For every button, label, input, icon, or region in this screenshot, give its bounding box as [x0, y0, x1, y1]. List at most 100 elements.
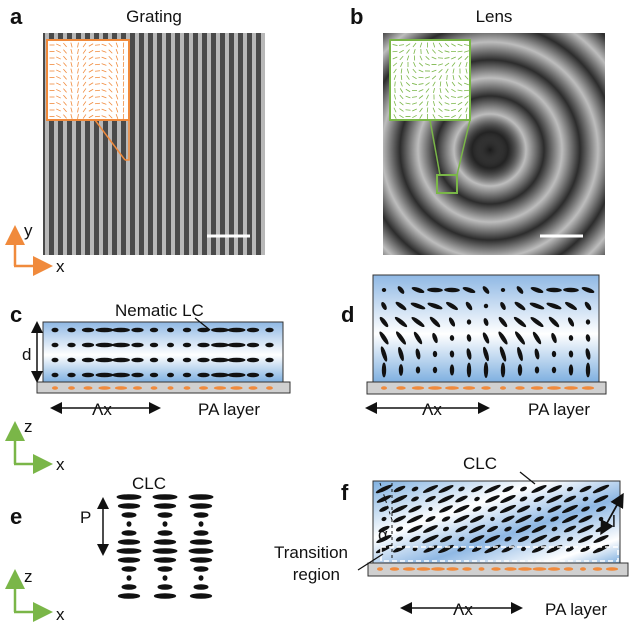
molecule: [533, 567, 547, 571]
molecule: [150, 328, 158, 333]
molecule: [82, 373, 94, 378]
annotation: Λx: [453, 600, 473, 619]
panel-title: Lens: [476, 7, 513, 26]
panel-title: Grating: [126, 7, 182, 26]
molecule: [52, 343, 59, 348]
molecule: [248, 386, 257, 390]
molecule: [194, 530, 209, 536]
molecule: [96, 373, 114, 378]
molecule: [67, 358, 75, 363]
annotation: CLC: [463, 454, 497, 473]
axis-label: x: [56, 455, 65, 474]
molecule: [552, 367, 556, 373]
molecule: [199, 575, 204, 581]
molecule: [501, 363, 505, 378]
molecule: [500, 386, 506, 390]
molecule: [96, 343, 114, 348]
molecule: [154, 557, 176, 563]
molecule: [228, 328, 246, 333]
molecule: [117, 548, 142, 554]
molecule: [168, 386, 174, 390]
molecule: [158, 584, 173, 590]
molecule: [133, 386, 142, 390]
molecule: [433, 367, 437, 373]
molecule: [247, 373, 259, 378]
molecule: [122, 530, 137, 536]
molecule: [382, 288, 386, 292]
molecule: [197, 343, 209, 348]
molecule: [118, 593, 140, 599]
molecule: [467, 363, 471, 378]
molecule: [154, 503, 176, 509]
molecule: [68, 386, 75, 390]
molecule: [479, 567, 485, 571]
molecule: [491, 567, 500, 571]
molecule: [115, 386, 127, 390]
molecule: [247, 343, 259, 348]
panel-label: f: [341, 480, 349, 505]
molecule: [197, 373, 209, 378]
molecule: [52, 358, 59, 363]
molecule: [399, 364, 403, 376]
molecule: [197, 358, 209, 363]
molecule: [484, 362, 488, 378]
panel-label: a: [10, 4, 23, 29]
molecule: [118, 539, 140, 545]
molecule: [247, 328, 259, 333]
molecule: [416, 367, 420, 374]
molecule: [199, 386, 208, 390]
axis-label: x: [56, 605, 65, 624]
molecule: [183, 373, 191, 378]
molecule: [463, 386, 475, 390]
clc-molecules: [117, 494, 214, 599]
annotation: α: [378, 525, 388, 544]
molecule: [214, 386, 226, 390]
director: [447, 75, 448, 80]
molecule: [52, 386, 58, 390]
molecule: [183, 343, 191, 348]
molecule: [122, 584, 137, 590]
annotation: PA layer: [545, 600, 607, 619]
director: [419, 77, 424, 78]
molecule: [82, 328, 94, 333]
annotation: PA layer: [528, 400, 590, 419]
molecule: [183, 358, 191, 363]
molecule: [265, 343, 273, 348]
molecule: [82, 343, 94, 348]
molecule: [190, 539, 212, 545]
molecule: [390, 567, 399, 571]
molecule: [52, 373, 59, 378]
molecule: [67, 343, 75, 348]
molecule: [122, 566, 137, 572]
molecule: [593, 567, 602, 571]
molecule: [112, 328, 130, 333]
molecule: [377, 567, 383, 571]
annotation: d: [22, 345, 31, 364]
molecule: [189, 548, 214, 554]
molecule: [265, 373, 273, 378]
molecule: [428, 386, 442, 390]
molecule: [98, 386, 110, 390]
molecule: [117, 494, 142, 500]
molecule: [266, 386, 273, 390]
molecule: [150, 343, 158, 348]
annotation: Λx: [92, 400, 112, 419]
panel-label: e: [10, 504, 22, 529]
axis-label: x: [56, 257, 65, 276]
molecule: [52, 328, 59, 333]
molecule: [150, 373, 158, 378]
axis-label: y: [24, 221, 33, 240]
molecule: [118, 503, 140, 509]
molecule: [228, 373, 246, 378]
annotation: l: [612, 512, 616, 531]
annotation: Transition: [274, 543, 348, 562]
molecule: [67, 373, 75, 378]
molecule: [112, 358, 130, 363]
molecule: [548, 567, 560, 571]
molecule: [67, 328, 75, 333]
annotation: region: [293, 565, 340, 584]
molecule: [481, 386, 490, 390]
molecule: [515, 386, 524, 390]
molecule: [131, 328, 143, 333]
molecule: [194, 566, 209, 572]
